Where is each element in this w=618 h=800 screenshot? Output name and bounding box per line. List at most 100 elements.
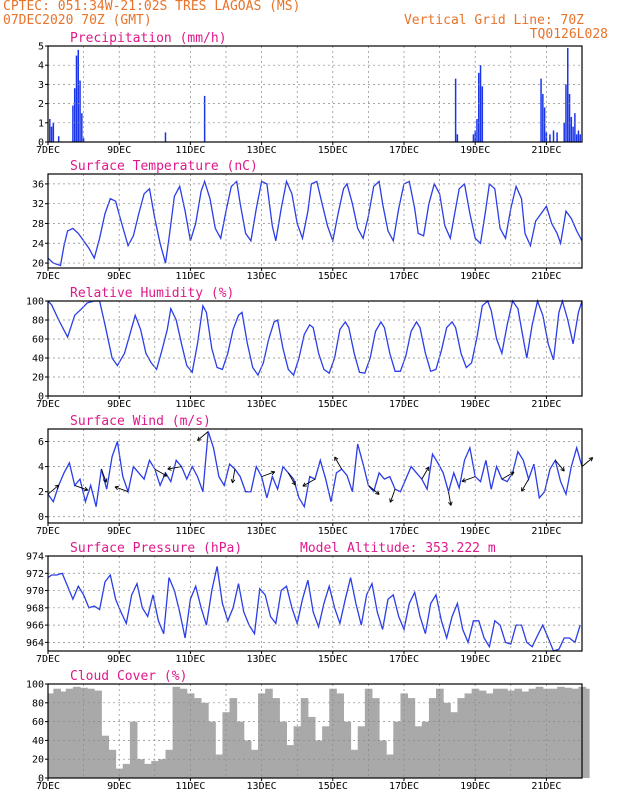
x-tick-label: 21DEC [531, 399, 561, 410]
x-tick-label: 9DEC [107, 781, 131, 792]
y-tick-label: 40 [32, 354, 44, 365]
wind-arrowhead [230, 478, 233, 484]
x-tick-label: 15DEC [318, 526, 348, 537]
wind-arrowhead [588, 457, 593, 459]
x-tick-label: 13DEC [247, 271, 277, 282]
wind-arrowhead [164, 472, 168, 477]
y-tick-label: 4 [38, 61, 44, 72]
wind-arrow [368, 485, 380, 495]
wind-arrowhead [302, 482, 306, 487]
panel-wind: Surface Wind (m/s) 0 2 4 6 7DEC 9DEC 11DEC 13DEC… [36, 414, 594, 537]
cloud-bar [493, 688, 501, 778]
x-tick-label: 11DEC [175, 781, 205, 792]
x-tick-label: 17DEC [389, 781, 419, 792]
x-tick-label: 17DEC [389, 271, 419, 282]
cloud-bar [357, 726, 366, 778]
x-tick-label: 7DEC [36, 654, 60, 665]
y-tick-label: 80 [32, 316, 44, 327]
series-line-wind [47, 431, 583, 509]
wind-arrowhead [590, 457, 594, 462]
cloud-bar [307, 716, 316, 778]
y-tick-label: 972 [26, 569, 44, 580]
precip-bar [472, 134, 475, 142]
precip-bar [81, 113, 83, 142]
y-tick-label: 0 [38, 392, 44, 403]
cloud-bar [215, 754, 223, 778]
precip-bar [479, 65, 482, 142]
cloud-bar [265, 688, 273, 778]
cloud-bar [122, 763, 131, 778]
panel-title: Surface Temperature (nC) [70, 159, 258, 174]
panel-title: Relative Humidity (%) [70, 286, 234, 301]
precip-bar [542, 94, 544, 142]
cloud-bar [407, 698, 416, 778]
cloud-bar [72, 686, 81, 778]
x-tick-label: 11DEC [175, 654, 205, 665]
cloud-bar [478, 690, 487, 778]
y-tick-label: 40 [32, 736, 44, 747]
cloud-bar [158, 759, 166, 778]
cloud-bar [293, 726, 302, 778]
x-tick-label: 17DEC [389, 526, 419, 537]
y-tick-label: 28 [32, 219, 44, 230]
precip-bar [556, 132, 558, 142]
x-tick-label: 13DEC [247, 145, 277, 156]
cloud-bar [329, 688, 337, 778]
cloud-bar [571, 688, 579, 778]
x-tick-label: 15DEC [318, 654, 348, 665]
precip-bar [549, 134, 551, 142]
x-tick-label: 17DEC [389, 399, 419, 410]
x-tick-label: 11DEC [175, 145, 205, 156]
wind-arrow [501, 471, 515, 480]
cloud-bar [336, 693, 344, 778]
x-tick-label: 7DEC [36, 781, 60, 792]
header-vertical-grid: Vertical Grid Line: 70Z [403, 13, 584, 28]
wind-arrowhead [389, 498, 391, 503]
cloud-bar [542, 688, 551, 778]
precip-bar [579, 134, 581, 142]
wind-arrowhead [271, 471, 276, 476]
header-run-date: 07DEC2020 70Z (GMT) [3, 13, 152, 28]
cloud-bar [48, 693, 56, 778]
wind-arrowhead [425, 466, 430, 470]
x-tick-label: 15DEC [318, 781, 348, 792]
cloud-bar [101, 735, 110, 778]
cloud-bar [343, 721, 352, 778]
precip-bar [577, 130, 580, 142]
wind-arrowhead [511, 471, 515, 476]
cloud-bar [421, 721, 430, 778]
y-tick-label: 4 [38, 462, 44, 473]
wind-arrowhead [167, 466, 172, 470]
cloud-bar [208, 721, 216, 778]
cloud-bar [129, 721, 138, 778]
wind-arrow [521, 478, 529, 492]
series-line-temp [47, 179, 583, 267]
cloud-bar [528, 688, 537, 778]
cloud-bar [322, 726, 330, 778]
wind-arrowhead [114, 485, 119, 488]
x-tick-label: 13DEC [247, 781, 277, 792]
cloud-bar [144, 763, 152, 778]
cloud-bar [108, 749, 117, 778]
y-tick-label: 2 [38, 99, 44, 110]
y-tick-label: 970 [26, 586, 44, 597]
wind-arrow [421, 466, 430, 480]
x-tick-label: 9DEC [107, 145, 131, 156]
series-line-pres [47, 566, 581, 652]
x-tick-label: 19DEC [460, 526, 490, 537]
x-tick-label: 9DEC [107, 654, 131, 665]
precip-bar [454, 78, 457, 142]
cloud-bar [364, 688, 373, 778]
y-tick-label: 20 [32, 259, 44, 270]
x-tick-label: 9DEC [107, 526, 131, 537]
y-tick-label: 2 [38, 487, 44, 498]
wind-arrowhead [334, 456, 339, 460]
precip-bar [476, 118, 478, 142]
header-station: CPTEC: 051:34W-21:02S TRES LAGOAS (MS) [3, 0, 301, 14]
cloud-bar [87, 688, 95, 778]
y-tick-label: 968 [26, 603, 44, 614]
cloud-bar [350, 749, 359, 778]
wind-arrowhead [167, 468, 172, 471]
wind-arrowhead [560, 469, 565, 472]
